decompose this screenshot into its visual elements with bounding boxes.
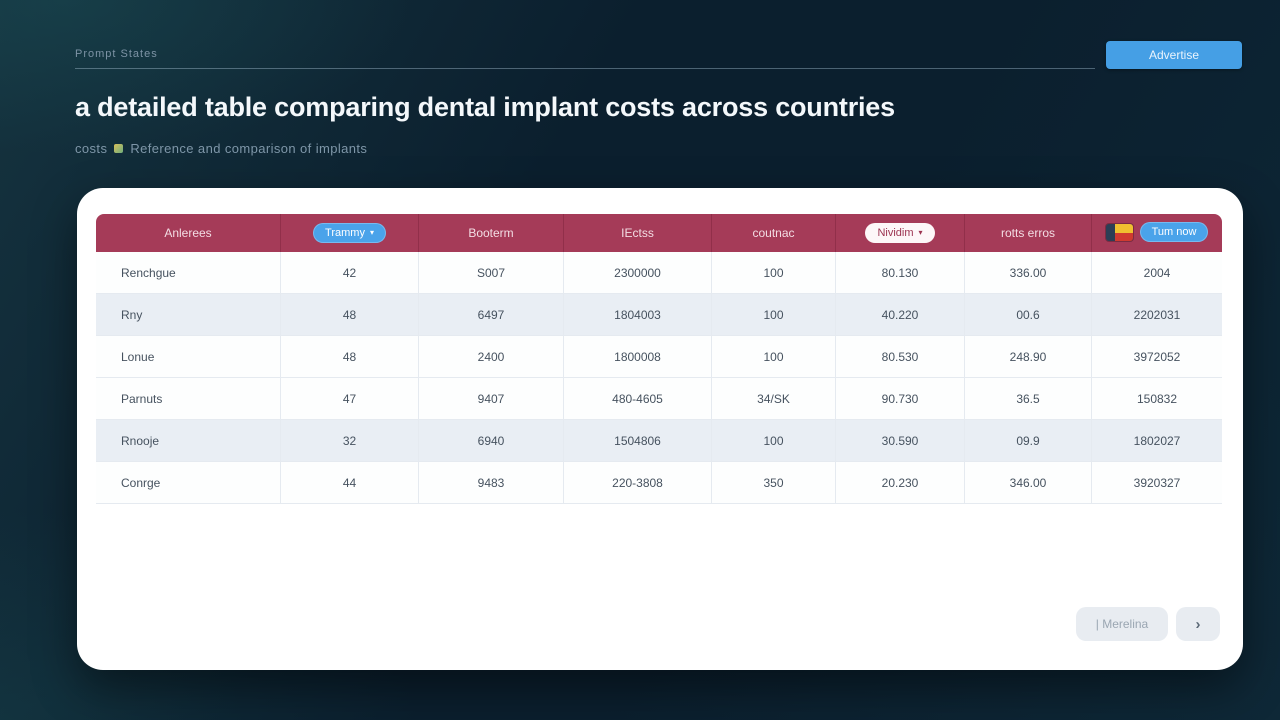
advertise-button[interactable]: Advertise	[1106, 41, 1242, 69]
table-body: Renchgue 42 S007 2300000 100 80.130 336.00 2004…	[96, 252, 1222, 504]
page-subtitle: costs Reference and comparison of implan…	[75, 141, 367, 156]
value-cell: 1800008	[564, 336, 712, 378]
page-title: a detailed table comparing dental implan…	[75, 92, 895, 122]
table-row: Conrge 44 9483 220-3808 350 20.230 346.00 39203…	[96, 462, 1222, 504]
value-cell: 2004	[1092, 252, 1222, 294]
country-cell: Lonue	[96, 336, 281, 378]
value-cell: 80.530	[836, 336, 965, 378]
medium-dropdown-pill[interactable]: Nividim ▾	[865, 223, 935, 243]
topbar-divider	[75, 68, 1095, 69]
filter-dropdown-pill[interactable]: Trammy ▾	[313, 223, 386, 243]
header-cell-count: coutnac	[712, 214, 836, 252]
value-cell: 9407	[419, 378, 564, 420]
spark-icon	[114, 144, 124, 153]
caret-down-icon: ▾	[369, 228, 374, 237]
value-cell: 6940	[419, 420, 564, 462]
header-cell-action: Tum now	[1092, 214, 1222, 252]
value-cell: 00.6	[965, 294, 1092, 336]
table-header-row: Anlerees Trammy ▾ Booterm IEctss coutnac	[96, 214, 1222, 252]
value-cell: 80.130	[836, 252, 965, 294]
value-cell: 2202031	[1092, 294, 1222, 336]
value-cell: 100	[712, 294, 836, 336]
pagination-next-button[interactable]: ›	[1176, 607, 1220, 641]
subtitle-prefix: costs	[75, 141, 108, 156]
value-cell: 248.90	[965, 336, 1092, 378]
country-cell: Parnuts	[96, 378, 281, 420]
table-row: Renchgue 42 S007 2300000 100 80.130 336.00 2004	[96, 252, 1222, 294]
table-row: Rnooje 32 6940 1504806 100 30.590 09.9 1802027	[96, 420, 1222, 462]
value-cell: 2400	[419, 336, 564, 378]
value-cell: 09.9	[965, 420, 1092, 462]
value-cell: 48	[281, 294, 419, 336]
topbar: Prompt States Advertise	[75, 0, 1242, 70]
table-row: Lonue 48 2400 1800008 100 80.530 248.90 3972052	[96, 336, 1222, 378]
value-cell: 44	[281, 462, 419, 504]
value-cell: 220-3808	[564, 462, 712, 504]
value-cell: 32	[281, 420, 419, 462]
header-cell-filter: Trammy ▾	[281, 214, 419, 252]
value-cell: 36.5	[965, 378, 1092, 420]
value-cell: 100	[712, 252, 836, 294]
cost-comparison-table: Anlerees Trammy ▾ Booterm IEctss coutnac	[96, 214, 1222, 504]
value-cell: 34/SK	[712, 378, 836, 420]
header-cell-medium: Nividim ▾	[836, 214, 965, 252]
value-cell: 2300000	[564, 252, 712, 294]
country-cell: Rny	[96, 294, 281, 336]
value-cell: 90.730	[836, 378, 965, 420]
value-cell: 47	[281, 378, 419, 420]
value-cell: S007	[419, 252, 564, 294]
header-cell-rates: rotts erros	[965, 214, 1092, 252]
value-cell: 6497	[419, 294, 564, 336]
value-cell: 150832	[1092, 378, 1222, 420]
country-flag-icon	[1105, 223, 1133, 241]
value-cell: 42	[281, 252, 419, 294]
header-cell-total: IEctss	[564, 214, 712, 252]
value-cell: 1804003	[564, 294, 712, 336]
header-cell-countries: Anlerees	[96, 214, 281, 252]
table-row: Rny 48 6497 1804003 100 40.220 00.6 2202031	[96, 294, 1222, 336]
value-cell: 1504806	[564, 420, 712, 462]
country-cell: Rnooje	[96, 420, 281, 462]
pagination-prev-button[interactable]: | Merelina	[1076, 607, 1168, 641]
value-cell: 480-4605	[564, 378, 712, 420]
value-cell: 48	[281, 336, 419, 378]
value-cell: 3920327	[1092, 462, 1222, 504]
value-cell: 350	[712, 462, 836, 504]
value-cell: 20.230	[836, 462, 965, 504]
country-cell: Conrge	[96, 462, 281, 504]
caret-down-icon: ▾	[918, 228, 923, 237]
value-cell: 336.00	[965, 252, 1092, 294]
turn-now-button[interactable]: Tum now	[1139, 222, 1209, 243]
table-row: Parnuts 47 9407 480-4605 34/SK 90.730 36.5 1508…	[96, 378, 1222, 420]
value-cell: 30.590	[836, 420, 965, 462]
table-card: Anlerees Trammy ▾ Booterm IEctss coutnac	[77, 188, 1243, 670]
header-cell-bottom: Booterm	[419, 214, 564, 252]
value-cell: 100	[712, 420, 836, 462]
value-cell: 346.00	[965, 462, 1092, 504]
value-cell: 3972052	[1092, 336, 1222, 378]
value-cell: 9483	[419, 462, 564, 504]
pagination: | Merelina ›	[1076, 607, 1220, 641]
topbar-label: Prompt States	[75, 48, 158, 60]
subtitle-text: Reference and comparison of implants	[130, 141, 368, 156]
value-cell: 40.220	[836, 294, 965, 336]
value-cell: 1802027	[1092, 420, 1222, 462]
value-cell: 100	[712, 336, 836, 378]
country-cell: Renchgue	[96, 252, 281, 294]
